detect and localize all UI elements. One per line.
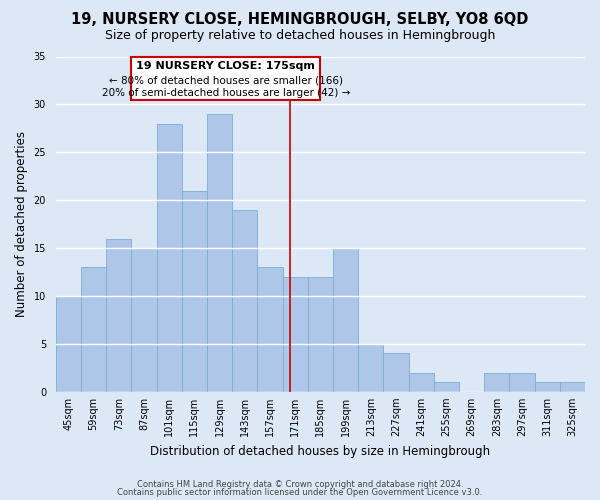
Text: Size of property relative to detached houses in Hemingbrough: Size of property relative to detached ho… — [105, 29, 495, 42]
Bar — [409, 372, 434, 392]
Bar — [56, 296, 81, 392]
Bar — [535, 382, 560, 392]
Text: ← 80% of detached houses are smaller (166): ← 80% of detached houses are smaller (16… — [109, 76, 343, 86]
Bar — [560, 382, 585, 392]
Bar — [131, 248, 157, 392]
Bar — [81, 268, 106, 392]
Bar — [434, 382, 459, 392]
Text: Contains public sector information licensed under the Open Government Licence v3: Contains public sector information licen… — [118, 488, 482, 497]
Bar — [484, 372, 509, 392]
Bar — [333, 248, 358, 392]
Bar — [182, 190, 207, 392]
Bar — [283, 277, 308, 392]
Text: Contains HM Land Registry data © Crown copyright and database right 2024.: Contains HM Land Registry data © Crown c… — [137, 480, 463, 489]
Bar — [509, 372, 535, 392]
FancyBboxPatch shape — [131, 56, 320, 100]
Bar — [308, 277, 333, 392]
Bar — [383, 354, 409, 392]
X-axis label: Distribution of detached houses by size in Hemingbrough: Distribution of detached houses by size … — [151, 444, 490, 458]
Bar — [207, 114, 232, 392]
Text: 20% of semi-detached houses are larger (42) →: 20% of semi-detached houses are larger (… — [101, 88, 350, 98]
Bar — [257, 268, 283, 392]
Y-axis label: Number of detached properties: Number of detached properties — [15, 131, 28, 317]
Bar — [358, 344, 383, 392]
Bar — [157, 124, 182, 392]
Text: 19 NURSERY CLOSE: 175sqm: 19 NURSERY CLOSE: 175sqm — [136, 61, 316, 71]
Bar — [232, 210, 257, 392]
Bar — [106, 238, 131, 392]
Text: 19, NURSERY CLOSE, HEMINGBROUGH, SELBY, YO8 6QD: 19, NURSERY CLOSE, HEMINGBROUGH, SELBY, … — [71, 12, 529, 28]
